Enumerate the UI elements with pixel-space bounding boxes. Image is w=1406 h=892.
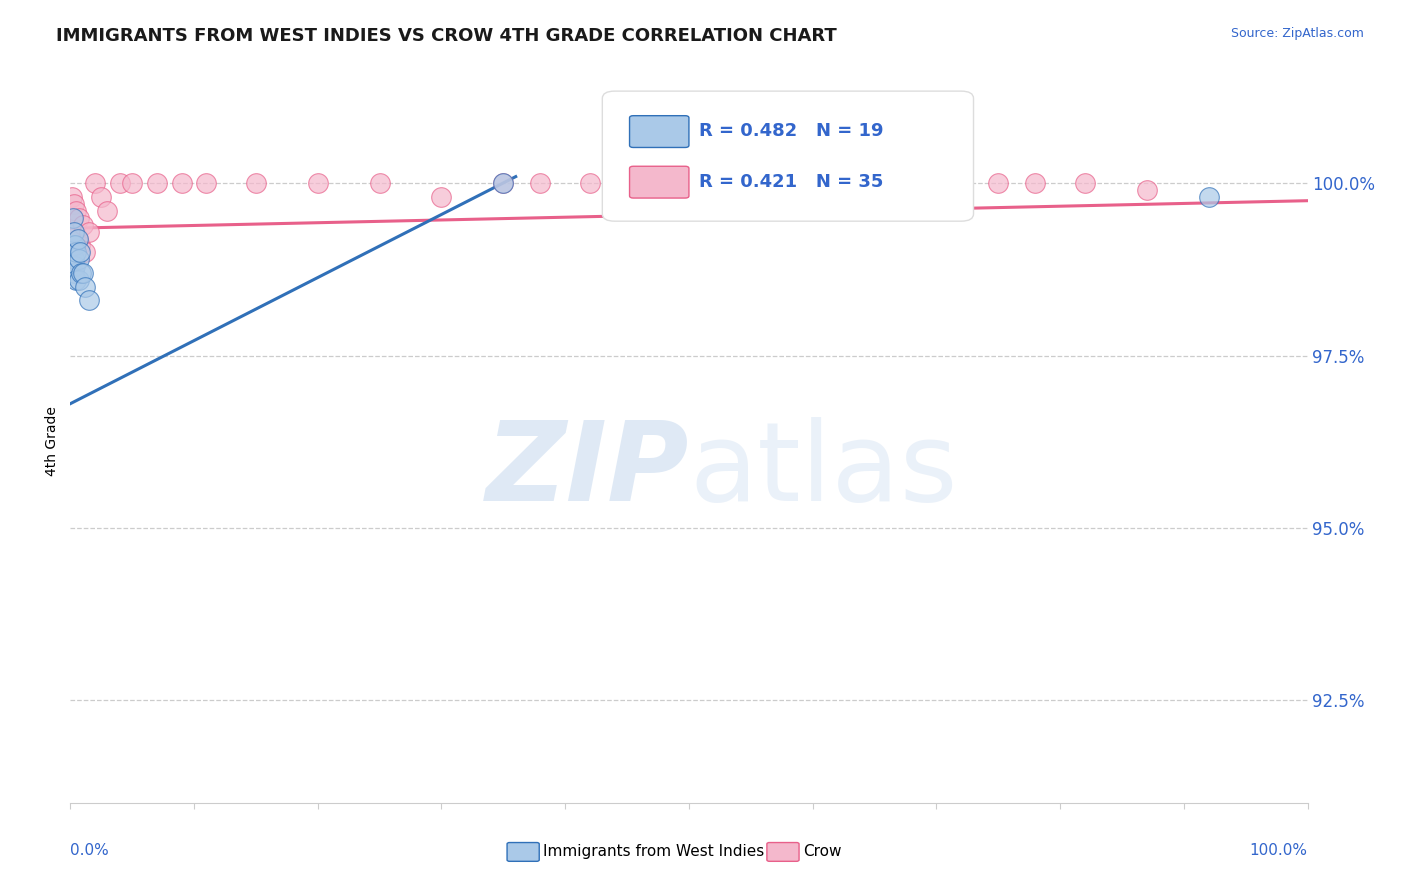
Point [69, 238, 91, 252]
Point [67, 273, 90, 287]
Point [195, 177, 218, 191]
Point [62, 211, 84, 225]
Text: R = 0.482   N = 19: R = 0.482 N = 19 [699, 122, 883, 140]
Point [245, 177, 267, 191]
FancyBboxPatch shape [602, 91, 973, 221]
Point [63, 225, 86, 239]
Point [368, 177, 391, 191]
Point [1136, 183, 1159, 197]
Point [63, 266, 86, 280]
Point [84, 177, 107, 191]
Y-axis label: 4th Grade: 4th Grade [45, 407, 59, 476]
Point [75, 245, 97, 260]
Point [63, 197, 86, 211]
Point [67, 211, 90, 225]
Point [740, 177, 762, 191]
Point [1198, 190, 1220, 204]
Point [72, 266, 94, 280]
Point [492, 177, 515, 191]
Point [863, 177, 886, 191]
Point [108, 177, 131, 191]
Point [65, 238, 87, 252]
Point [70, 266, 93, 280]
Point [430, 190, 453, 204]
Point [1074, 177, 1097, 191]
Text: IMMIGRANTS FROM WEST INDIES VS CROW 4TH GRADE CORRELATION CHART: IMMIGRANTS FROM WEST INDIES VS CROW 4TH … [56, 27, 837, 45]
FancyBboxPatch shape [630, 116, 689, 147]
Point [307, 177, 329, 191]
Point [65, 259, 87, 273]
Point [77, 293, 100, 308]
Point [72, 218, 94, 232]
Point [77, 225, 100, 239]
Text: ZIP: ZIP [485, 417, 689, 524]
Text: 0.0%: 0.0% [70, 843, 110, 857]
Text: 100.0%: 100.0% [1250, 843, 1308, 857]
Point [90, 190, 112, 204]
Point [579, 177, 602, 191]
Point [121, 177, 143, 191]
Text: Immigrants from West Indies: Immigrants from West Indies [543, 845, 765, 859]
FancyBboxPatch shape [630, 166, 689, 198]
Point [65, 204, 87, 219]
Point [146, 177, 169, 191]
FancyBboxPatch shape [508, 843, 540, 862]
Text: Source: ZipAtlas.com: Source: ZipAtlas.com [1230, 27, 1364, 40]
Point [60, 190, 83, 204]
Point [987, 177, 1010, 191]
Text: Crow: Crow [803, 845, 841, 859]
Point [96, 204, 118, 219]
Point [62, 211, 84, 225]
Point [801, 177, 824, 191]
Point [66, 231, 89, 245]
Point [63, 252, 86, 267]
Point [62, 238, 84, 252]
Point [1024, 177, 1046, 191]
Text: atlas: atlas [689, 417, 957, 524]
Point [529, 177, 551, 191]
Point [678, 177, 700, 191]
Point [65, 273, 87, 287]
Point [69, 245, 91, 260]
Point [65, 245, 87, 260]
Point [66, 231, 89, 245]
Point [67, 252, 90, 267]
Point [65, 225, 87, 239]
Point [492, 177, 515, 191]
FancyBboxPatch shape [766, 843, 799, 862]
Point [170, 177, 193, 191]
Text: R = 0.421   N = 35: R = 0.421 N = 35 [699, 173, 883, 191]
Point [925, 177, 948, 191]
Point [75, 279, 97, 293]
